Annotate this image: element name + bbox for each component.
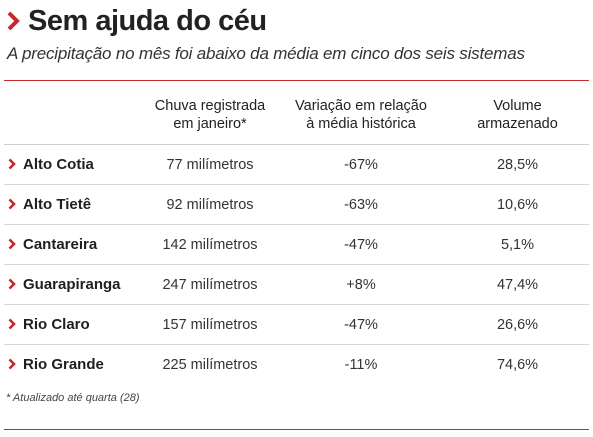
chevron-right-icon	[8, 238, 16, 250]
chevron-right-icon	[8, 158, 16, 170]
volume-value: 28,5%	[496, 156, 539, 173]
volume-value: 47,4%	[496, 276, 539, 293]
title-row: Sem ajuda do céu	[6, 2, 267, 40]
chevron-right-icon	[8, 318, 16, 330]
chart-title: Sem ajuda do céu	[28, 4, 267, 37]
variation-value: +8%	[346, 276, 376, 293]
variation-value: -63%	[344, 196, 378, 213]
table-row: Guarapiranga 247 milímetros +8% 47,4%	[4, 264, 589, 305]
system-name-label: Alto Cotia	[23, 156, 94, 173]
rain-value: 77 milímetros	[166, 156, 254, 173]
system-name-label: Alto Tietê	[23, 196, 92, 213]
volume-value: 26,6%	[496, 316, 539, 333]
top-divider	[4, 80, 589, 81]
column-header-chuva: Chuva registrada em janeiro*	[144, 86, 276, 145]
table-row: Alto Tietê 92 milímetros -63% 10,6%	[4, 184, 589, 225]
data-table: Chuva registrada em janeiro* Variação em…	[4, 86, 589, 384]
chevron-right-icon	[8, 198, 16, 210]
variation-value: -67%	[344, 156, 378, 173]
volume-value: 10,6%	[496, 196, 539, 213]
table-header-row: Chuva registrada em janeiro* Variação em…	[4, 86, 589, 145]
system-name-label: Rio Claro	[23, 316, 90, 333]
column-header-sistema	[4, 86, 144, 145]
system-name: Alto Cotia	[4, 145, 144, 185]
system-name: Alto Tietê	[4, 185, 144, 225]
rain-value: 92 milímetros	[166, 196, 254, 213]
system-name-label: Rio Grande	[23, 356, 104, 373]
variation-value: -47%	[344, 316, 378, 333]
table-row: Rio Claro 157 milímetros -47% 26,6%	[4, 304, 589, 345]
chart-subtitle: A precipitação no mês foi abaixo da médi…	[7, 44, 525, 63]
column-header-volume-text: Volume armazenado	[477, 98, 558, 132]
column-header-volume: Volume armazenado	[446, 86, 589, 145]
column-header-variacao-text: Variação em relação à média histórica	[295, 98, 427, 132]
bottom-divider	[4, 429, 589, 430]
rain-value: 142 milímetros	[162, 236, 258, 253]
system-name: Guarapiranga	[4, 265, 144, 305]
variation-value: -11%	[344, 356, 378, 373]
rain-value: 247 milímetros	[162, 276, 258, 293]
chevron-right-icon	[7, 11, 20, 31]
column-header-variacao: Variação em relação à média histórica	[276, 86, 446, 145]
volume-value: 74,6%	[496, 356, 539, 373]
chevron-right-icon	[8, 278, 16, 290]
variation-value: -47%	[344, 236, 378, 253]
footnote: * Atualizado até quarta (28)	[6, 392, 140, 404]
system-name-label: Cantareira	[23, 236, 98, 253]
table-row: Cantareira 142 milímetros -47% 5,1%	[4, 224, 589, 265]
system-name: Cantareira	[4, 225, 144, 265]
volume-value: 5,1%	[500, 236, 535, 253]
system-name-label: Guarapiranga	[23, 276, 121, 293]
table-row: Alto Cotia 77 milímetros -67% 28,5%	[4, 144, 589, 185]
chevron-right-icon	[8, 358, 16, 370]
column-header-chuva-text: Chuva registrada em janeiro*	[154, 98, 266, 132]
system-name: Rio Claro	[4, 305, 144, 345]
table-row: Rio Grande 225 milímetros -11% 74,6%	[4, 344, 589, 385]
rain-value: 225 milímetros	[162, 356, 258, 373]
rain-value: 157 milímetros	[162, 316, 258, 333]
system-name: Rio Grande	[4, 345, 144, 385]
